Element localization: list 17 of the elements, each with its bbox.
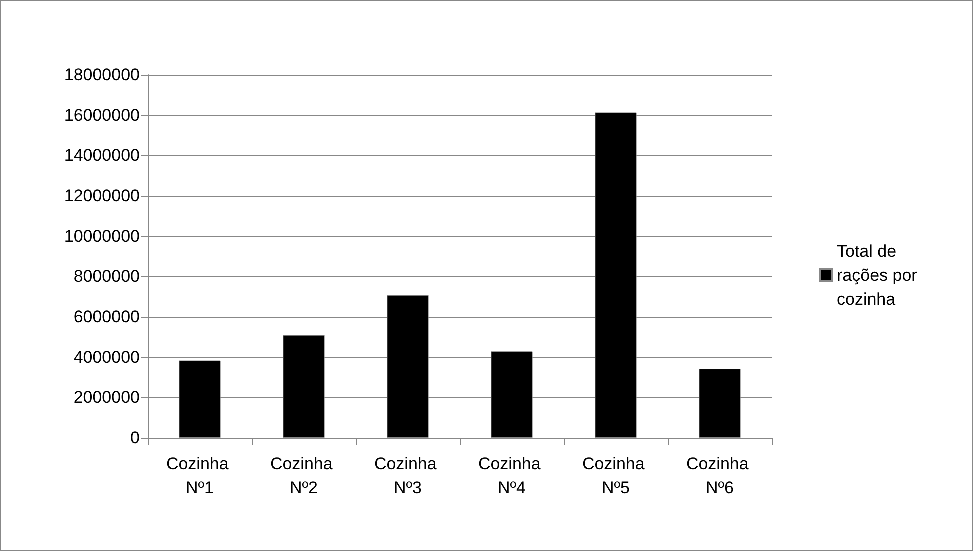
x-tick-label: Cozinha Nº4 (478, 454, 546, 498)
x-tick-label: Cozinha Nº1 (166, 454, 234, 498)
y-tick-label: 12000000 (64, 186, 140, 206)
x-tick-label: Cozinha Nº5 (582, 454, 650, 498)
y-tick-label: 2000000 (74, 388, 140, 408)
y-tick-label: 14000000 (64, 146, 140, 166)
y-tick-label: 16000000 (64, 106, 140, 125)
x-tick-label: Cozinha Nº2 (270, 454, 338, 498)
y-tick-label: 6000000 (74, 308, 140, 326)
y-tick-label: 8000000 (74, 267, 140, 286)
x-tick-label: Cozinha Nº3 (374, 454, 442, 498)
y-tick-label: 10000000 (64, 226, 140, 246)
legend-label: Total de rações por cozinha (837, 242, 922, 309)
y-tick-label: 18000000 (64, 66, 140, 84)
y-tick-label: 4000000 (74, 348, 140, 367)
y-tick-label: 0 (130, 428, 140, 448)
x-tick-label: Cozinha Nº6 (686, 454, 754, 498)
